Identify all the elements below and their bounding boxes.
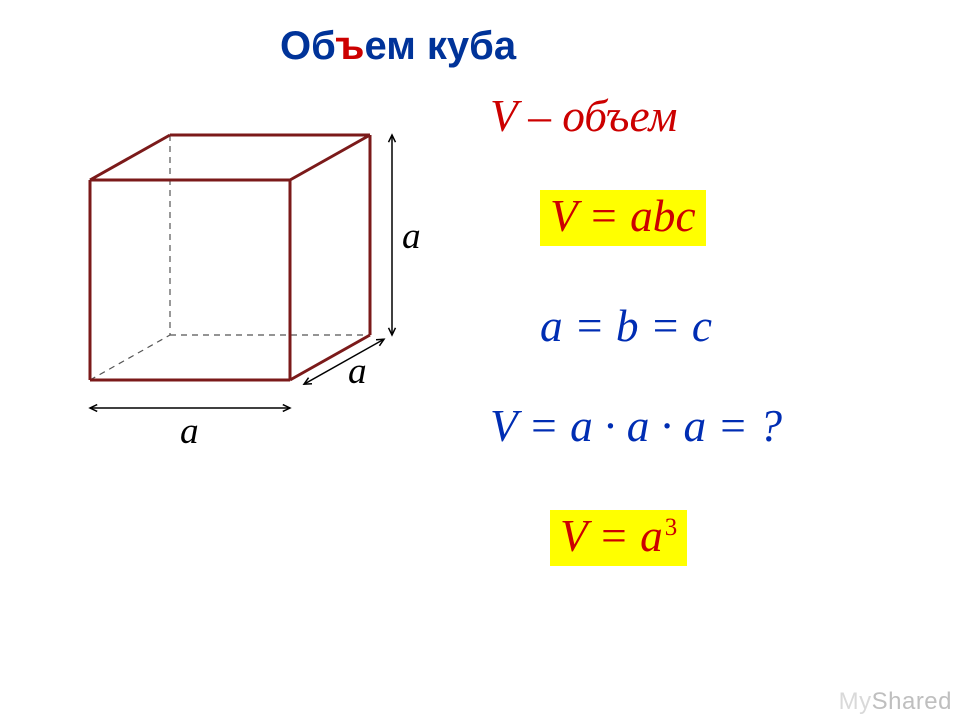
title-before: Об [280, 24, 335, 68]
title-after: ем куба [364, 24, 516, 68]
formula-v-abc: V = abc [540, 190, 706, 246]
watermark: MyShared [839, 688, 952, 716]
dim-label-bottom: a [180, 410, 199, 453]
title-accent: ъ [335, 24, 364, 68]
watermark-my: My [839, 688, 872, 715]
formula-abc-eq: a = b = c [540, 300, 712, 352]
formula-v-aaa: V = a · a · a = ? [490, 400, 782, 452]
watermark-shared: Shared [872, 688, 952, 715]
dim-label-height: a [402, 215, 421, 258]
cube-diagram: a a a [80, 120, 410, 440]
formula-v-def: V – объем [490, 90, 677, 142]
formula-v-a3: V = a3 [550, 510, 687, 566]
dim-label-depth: a [348, 350, 367, 393]
page-title: Объем куба [280, 24, 516, 69]
